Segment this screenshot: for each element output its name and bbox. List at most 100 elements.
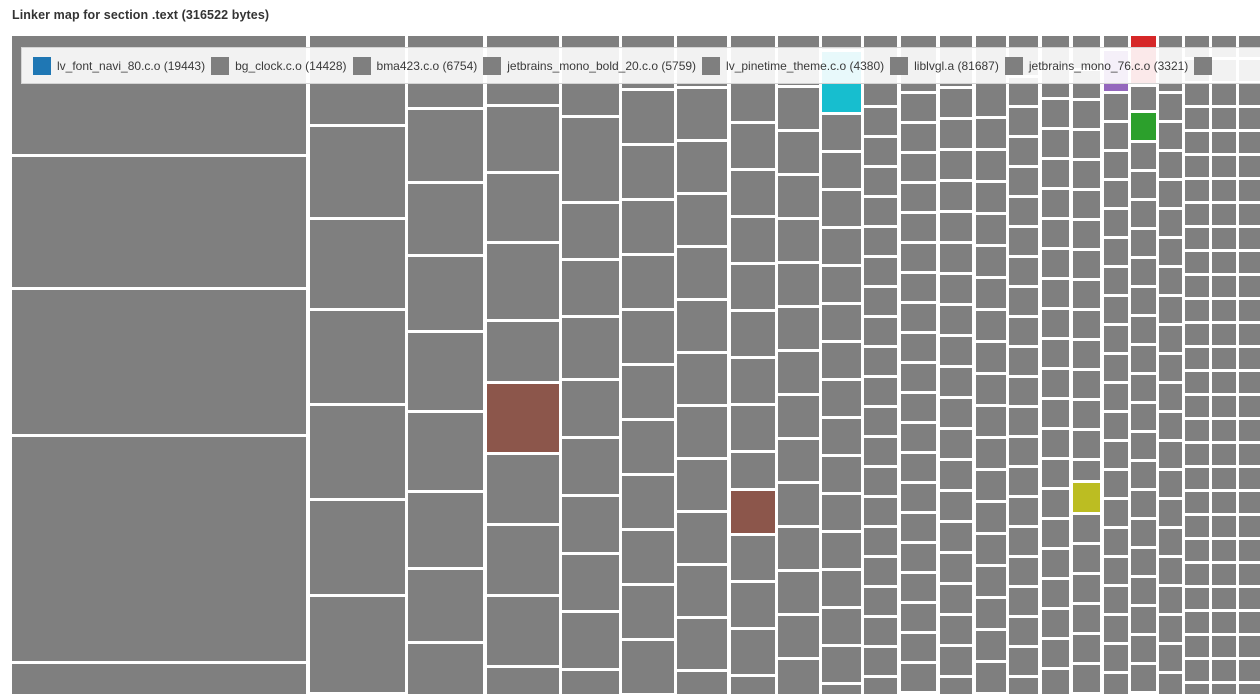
treemap-cell[interactable] bbox=[1073, 575, 1100, 602]
treemap-cell[interactable] bbox=[1212, 324, 1236, 345]
treemap-cell[interactable] bbox=[864, 408, 897, 435]
treemap-cell[interactable] bbox=[822, 381, 861, 416]
treemap-cell[interactable] bbox=[1185, 276, 1209, 297]
treemap-cell[interactable] bbox=[408, 257, 483, 330]
treemap-cell[interactable] bbox=[1212, 468, 1236, 489]
treemap-cell[interactable] bbox=[562, 261, 619, 315]
treemap-cell[interactable] bbox=[864, 558, 897, 585]
treemap-cell[interactable] bbox=[1185, 396, 1209, 417]
treemap-cell[interactable] bbox=[622, 311, 674, 363]
treemap-cell[interactable] bbox=[1073, 635, 1100, 662]
treemap-cell[interactable] bbox=[622, 366, 674, 418]
treemap-cell[interactable] bbox=[1159, 123, 1182, 149]
treemap-cell[interactable] bbox=[1131, 230, 1156, 256]
treemap-cell[interactable] bbox=[1104, 645, 1128, 671]
treemap-cell[interactable] bbox=[1009, 228, 1038, 255]
treemap-cell[interactable] bbox=[1073, 341, 1100, 368]
treemap-cell[interactable] bbox=[487, 455, 559, 523]
treemap-cell[interactable] bbox=[940, 554, 972, 582]
treemap-cell[interactable] bbox=[1042, 640, 1069, 667]
treemap-cell[interactable] bbox=[1042, 610, 1069, 637]
treemap-cell[interactable] bbox=[1239, 612, 1260, 633]
treemap-cell[interactable] bbox=[1042, 370, 1069, 397]
treemap-cell[interactable] bbox=[731, 124, 775, 168]
treemap-cell[interactable] bbox=[408, 333, 483, 410]
treemap-cell[interactable] bbox=[1104, 181, 1128, 207]
treemap-cell[interactable] bbox=[1104, 210, 1128, 236]
treemap-cell[interactable] bbox=[731, 406, 775, 450]
treemap-cell[interactable] bbox=[1131, 201, 1156, 227]
treemap-cell[interactable] bbox=[940, 368, 972, 396]
treemap-cell[interactable] bbox=[1185, 252, 1209, 273]
treemap-cell[interactable] bbox=[822, 229, 861, 264]
treemap-cell[interactable] bbox=[562, 613, 619, 668]
treemap-cell[interactable] bbox=[1185, 156, 1209, 177]
treemap-cell[interactable] bbox=[731, 453, 775, 488]
treemap-cell[interactable] bbox=[1073, 431, 1100, 458]
treemap-cell[interactable] bbox=[940, 647, 972, 675]
treemap-cell[interactable] bbox=[1212, 636, 1236, 657]
treemap-cell[interactable] bbox=[901, 394, 936, 421]
treemap-cell[interactable] bbox=[976, 215, 1006, 244]
treemap-cell[interactable] bbox=[1212, 228, 1236, 249]
treemap-cell[interactable] bbox=[1159, 529, 1182, 555]
treemap-cell[interactable] bbox=[864, 618, 897, 645]
treemap-cell[interactable] bbox=[864, 288, 897, 315]
treemap-cell[interactable] bbox=[901, 94, 936, 121]
treemap-cell[interactable] bbox=[1239, 684, 1260, 694]
treemap-cell[interactable] bbox=[976, 407, 1006, 436]
treemap-cell[interactable] bbox=[1185, 468, 1209, 489]
treemap-cell[interactable] bbox=[622, 146, 674, 198]
treemap-cell[interactable] bbox=[864, 588, 897, 615]
treemap-cell[interactable] bbox=[778, 660, 819, 694]
treemap-cell[interactable] bbox=[487, 107, 559, 171]
treemap-cell[interactable] bbox=[864, 438, 897, 465]
treemap-cell[interactable] bbox=[1239, 516, 1260, 537]
treemap-cell[interactable] bbox=[12, 437, 306, 661]
treemap-cell[interactable] bbox=[1009, 198, 1038, 225]
treemap-cell[interactable] bbox=[1185, 444, 1209, 465]
treemap-cell[interactable] bbox=[976, 567, 1006, 596]
treemap-cell[interactable] bbox=[1239, 564, 1260, 585]
treemap-cell[interactable] bbox=[487, 322, 559, 381]
treemap-cell[interactable] bbox=[1212, 108, 1236, 129]
treemap-cell[interactable] bbox=[1159, 210, 1182, 236]
treemap-cell[interactable] bbox=[1131, 375, 1156, 401]
treemap-cell[interactable] bbox=[1104, 239, 1128, 265]
treemap-cell[interactable] bbox=[677, 89, 727, 139]
treemap-cell[interactable] bbox=[1104, 442, 1128, 468]
treemap-cell[interactable] bbox=[677, 672, 727, 694]
treemap-cell[interactable] bbox=[1042, 160, 1069, 187]
treemap-cell[interactable] bbox=[976, 375, 1006, 404]
treemap-cell[interactable] bbox=[1159, 152, 1182, 178]
treemap-cell[interactable] bbox=[976, 663, 1006, 692]
treemap-cell[interactable] bbox=[1104, 326, 1128, 352]
treemap-cell[interactable] bbox=[1239, 636, 1260, 657]
treemap-cell[interactable] bbox=[778, 616, 819, 657]
treemap-cell[interactable] bbox=[1131, 113, 1156, 140]
treemap-cell[interactable] bbox=[731, 583, 775, 627]
treemap-cell[interactable] bbox=[822, 191, 861, 226]
treemap-cell[interactable] bbox=[864, 468, 897, 495]
treemap-cell[interactable] bbox=[310, 220, 405, 308]
treemap-cell[interactable] bbox=[622, 531, 674, 583]
treemap-cell[interactable] bbox=[1185, 348, 1209, 369]
treemap-cell[interactable] bbox=[1104, 297, 1128, 323]
treemap-cell[interactable] bbox=[1131, 636, 1156, 662]
treemap-cell[interactable] bbox=[1185, 84, 1209, 105]
treemap-cell[interactable] bbox=[822, 609, 861, 644]
treemap-cell[interactable] bbox=[864, 228, 897, 255]
treemap-cell[interactable] bbox=[1212, 684, 1236, 694]
treemap-cell[interactable] bbox=[1009, 288, 1038, 315]
treemap-cell[interactable] bbox=[1042, 190, 1069, 217]
treemap-cell[interactable] bbox=[1212, 540, 1236, 561]
treemap-cell[interactable] bbox=[1185, 420, 1209, 441]
treemap-cell[interactable] bbox=[677, 142, 727, 192]
treemap-cell[interactable] bbox=[940, 616, 972, 644]
treemap-cell[interactable] bbox=[1185, 204, 1209, 225]
treemap-cell[interactable] bbox=[1185, 540, 1209, 561]
treemap-cell[interactable] bbox=[778, 176, 819, 217]
treemap-cell[interactable] bbox=[1159, 587, 1182, 613]
treemap-cell[interactable] bbox=[901, 214, 936, 241]
treemap-cell[interactable] bbox=[940, 244, 972, 272]
